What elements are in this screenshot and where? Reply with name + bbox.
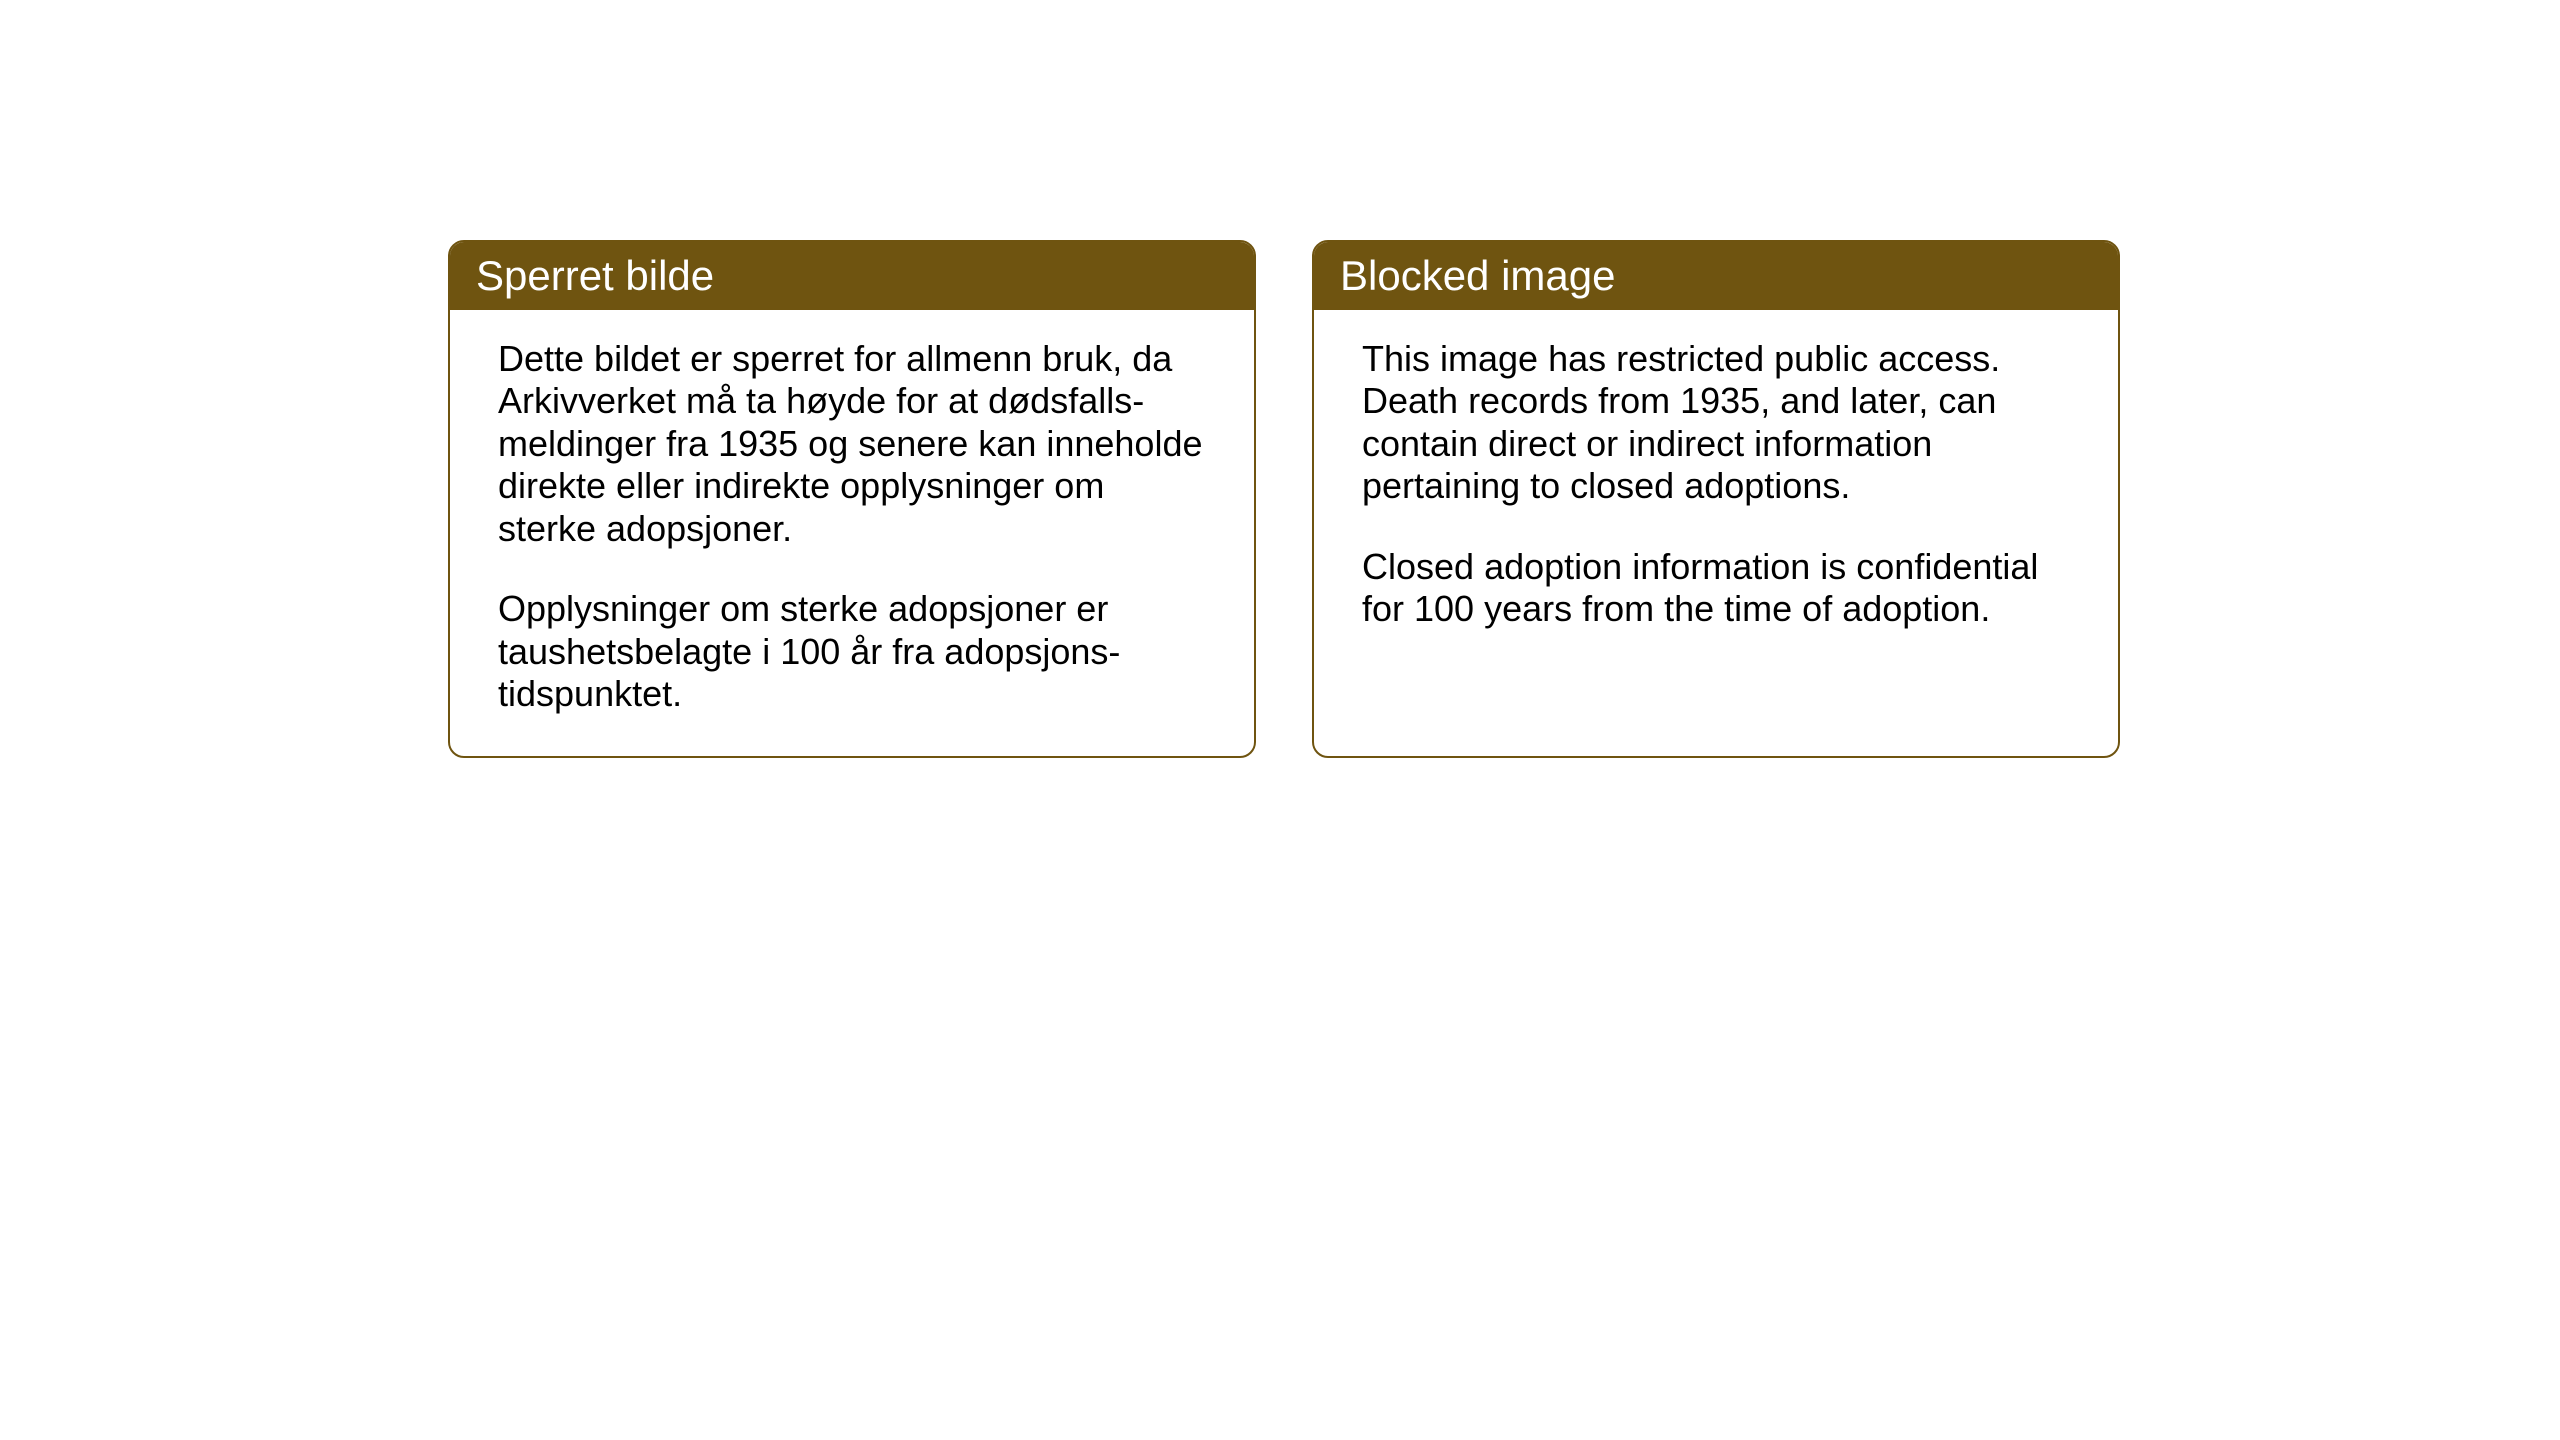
cards-container: Sperret bilde Dette bildet er sperret fo…: [448, 240, 2120, 758]
card-body-english: This image has restricted public access.…: [1314, 310, 2118, 754]
card-paragraph-norwegian-1: Dette bildet er sperret for allmenn bruk…: [498, 338, 1206, 550]
card-paragraph-english-2: Closed adoption information is confident…: [1362, 546, 2070, 631]
card-title-norwegian: Sperret bilde: [476, 252, 714, 299]
card-header-norwegian: Sperret bilde: [450, 242, 1254, 310]
card-english: Blocked image This image has restricted …: [1312, 240, 2120, 758]
card-norwegian: Sperret bilde Dette bildet er sperret fo…: [448, 240, 1256, 758]
card-header-english: Blocked image: [1314, 242, 2118, 310]
card-paragraph-english-1: This image has restricted public access.…: [1362, 338, 2070, 508]
card-body-norwegian: Dette bildet er sperret for allmenn bruk…: [450, 310, 1254, 756]
card-paragraph-norwegian-2: Opplysninger om sterke adopsjoner er tau…: [498, 588, 1206, 715]
card-title-english: Blocked image: [1340, 252, 1615, 299]
